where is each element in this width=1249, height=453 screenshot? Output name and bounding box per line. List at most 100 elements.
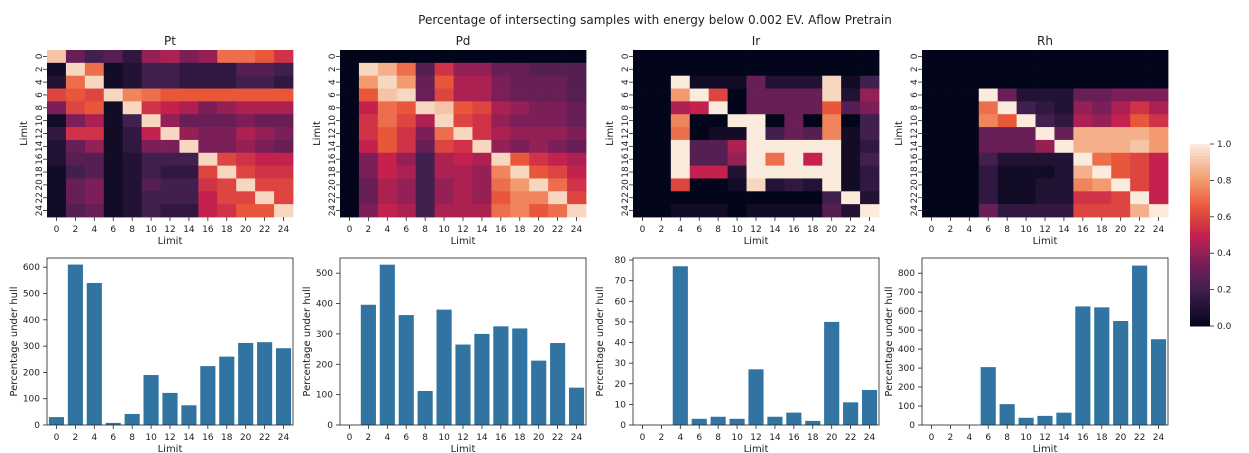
- heatmap-cell: [103, 139, 124, 154]
- heatmap-cell: [1111, 165, 1131, 179]
- heatmap-cell: [784, 191, 804, 205]
- heatmap-cell: [529, 88, 549, 102]
- heatmap-cell: [198, 165, 218, 179]
- x-axis-label: Limit: [451, 236, 476, 247]
- heatmap-cell: [765, 127, 785, 141]
- heatmap-cell: [803, 127, 823, 141]
- colorbar-segment: [1190, 280, 1210, 285]
- bar: [710, 416, 726, 425]
- y-tick-label: 4: [910, 79, 920, 85]
- heatmap-cell: [434, 178, 454, 192]
- x-tick-label: 0: [929, 225, 935, 235]
- heatmap-cell: [217, 204, 237, 218]
- heatmap-cell: [1035, 114, 1055, 128]
- heatmap-cell: [860, 165, 880, 179]
- heatmap-cell: [1111, 75, 1131, 89]
- heatmap-cell: [160, 178, 180, 192]
- heatmap-cell: [84, 165, 105, 179]
- heatmap-cell: [529, 165, 549, 179]
- heatmap-cell: [670, 204, 691, 218]
- heatmap-cell: [689, 127, 710, 141]
- bar: [1075, 306, 1091, 425]
- colorbar-segment: [1190, 307, 1210, 312]
- heatmap-cell: [340, 191, 360, 205]
- heatmap-cell: [784, 62, 804, 77]
- heatmap-cell: [103, 152, 124, 167]
- heatmap-cell: [746, 50, 766, 64]
- colorbar-segment: [1190, 295, 1210, 300]
- heatmap-cell: [1130, 62, 1150, 77]
- colorbar-segment: [1190, 265, 1210, 269]
- heatmap-cell: [841, 127, 861, 141]
- heatmap-cell: [510, 178, 530, 192]
- heatmap-cell: [179, 114, 199, 128]
- heatmap-cell: [396, 178, 417, 192]
- heatmap-cell: [1130, 50, 1150, 64]
- heatmap-cell: [103, 62, 124, 77]
- heatmap-cell: [396, 75, 417, 89]
- heatmap-cell: [529, 191, 549, 205]
- heatmap-cell: [1073, 178, 1093, 192]
- heatmap-cell: [822, 101, 842, 115]
- colorbar-segment: [1190, 144, 1210, 148]
- heatmap-cell: [491, 165, 511, 179]
- heatmap-cell: [453, 191, 473, 205]
- x-tick-label: 0: [929, 433, 935, 443]
- heatmap-cell: [1149, 178, 1169, 192]
- y-tick-label: 6: [910, 92, 920, 98]
- heatmap-cell: [727, 114, 747, 128]
- heatmap-cell: [472, 178, 492, 192]
- heatmap-cell: [529, 50, 549, 64]
- heatmap-cell: [765, 152, 785, 167]
- y-tick-label: 0: [327, 421, 333, 431]
- colorbar-segment: [1190, 286, 1210, 291]
- x-tick-label: 4: [384, 225, 390, 235]
- heatmap-cell: [997, 165, 1018, 179]
- heatmap-cell: [727, 191, 747, 205]
- heatmap-cell: [255, 139, 275, 154]
- heatmap-cell: [727, 62, 747, 77]
- heatmap-cell: [217, 191, 237, 205]
- heatmap-cell: [689, 191, 710, 205]
- heatmap-cell: [727, 88, 747, 102]
- bar: [398, 315, 414, 425]
- heatmap-cell: [651, 152, 672, 167]
- heatmap-cell: [1054, 101, 1074, 115]
- heatmap-cell: [978, 127, 999, 141]
- heatmap-cell: [179, 204, 199, 218]
- heatmap-cell: [396, 152, 417, 167]
- x-tick-label: 18: [807, 433, 819, 443]
- heatmap-cell: [708, 204, 729, 218]
- heatmap-cell: [377, 75, 398, 89]
- heatmap-cell: [198, 178, 218, 192]
- y-tick-label: 14: [35, 140, 45, 152]
- heatmap-cell: [1130, 114, 1150, 128]
- heatmap-cell: [160, 101, 180, 115]
- heatmap-cell: [1130, 101, 1150, 115]
- heatmap-cell: [940, 50, 961, 64]
- bar-chart-pd: 0 2 4 6 8 10 12 14 16 18 20 22 240100200300400500Lim…: [302, 257, 587, 453]
- heatmap-cell: [1149, 152, 1169, 167]
- x-tick-label: 20: [533, 225, 545, 235]
- heatmap-cell: [803, 101, 823, 115]
- heatmap-cell: [340, 114, 360, 128]
- heatmap-cell: [1092, 101, 1112, 115]
- heatmap-cell: [47, 127, 67, 141]
- heatmap-cell: [1054, 204, 1074, 218]
- heatmap-cell: [708, 127, 729, 141]
- heatmap-cell: [84, 191, 105, 205]
- x-tick-label: 16: [1077, 225, 1089, 235]
- y-tick-label: 12: [35, 128, 45, 139]
- heatmap-cell: [860, 178, 880, 192]
- y-tick-label: 100: [898, 402, 915, 412]
- heatmap-cell: [453, 62, 473, 77]
- heatmap-cell: [959, 62, 980, 77]
- heatmap-cell: [434, 139, 454, 154]
- heatmap-cell: [1149, 50, 1169, 64]
- heatmap-cell: [651, 50, 672, 64]
- heatmap-cell: [47, 88, 67, 102]
- heatmap-cell: [179, 152, 199, 167]
- x-tick-label: 14: [1058, 225, 1070, 235]
- heatmap-cell: [160, 114, 180, 128]
- heatmap-cell: [141, 178, 161, 192]
